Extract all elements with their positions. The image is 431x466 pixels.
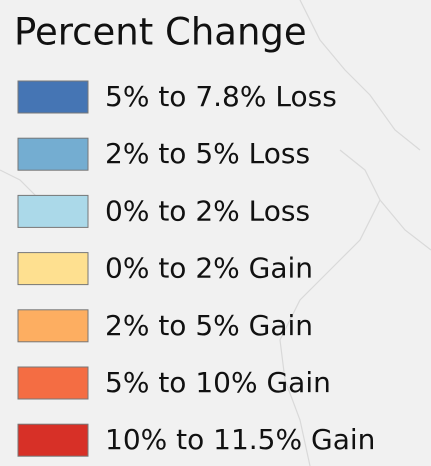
map-boundary xyxy=(379,199,431,251)
legend-swatch xyxy=(17,252,89,286)
legend-swatch xyxy=(17,366,89,400)
map-boundary xyxy=(299,0,421,151)
legend-items: 5% to 7.8% Loss 2% to 5% Loss 0% to 2% Los… xyxy=(17,80,375,457)
legend-swatch xyxy=(17,423,89,457)
legend-label: 5% to 10% Gain xyxy=(105,366,331,399)
map-boundary xyxy=(0,169,41,201)
legend-swatch xyxy=(17,137,89,171)
legend-label: 0% to 2% Gain xyxy=(105,252,313,285)
legend-label: 2% to 5% Loss xyxy=(105,137,310,170)
legend-label: 2% to 5% Gain xyxy=(105,309,313,342)
legend-swatch xyxy=(17,194,89,228)
legend-label: 0% to 2% Loss xyxy=(105,194,310,227)
legend-label: 10% to 11.5% Gain xyxy=(105,423,375,456)
legend-swatch xyxy=(17,80,89,114)
legend-title: Percent Change xyxy=(14,11,307,54)
legend-label: 5% to 7.8% Loss xyxy=(105,80,337,113)
legend-swatch xyxy=(17,309,89,343)
map-boundary xyxy=(279,149,381,466)
